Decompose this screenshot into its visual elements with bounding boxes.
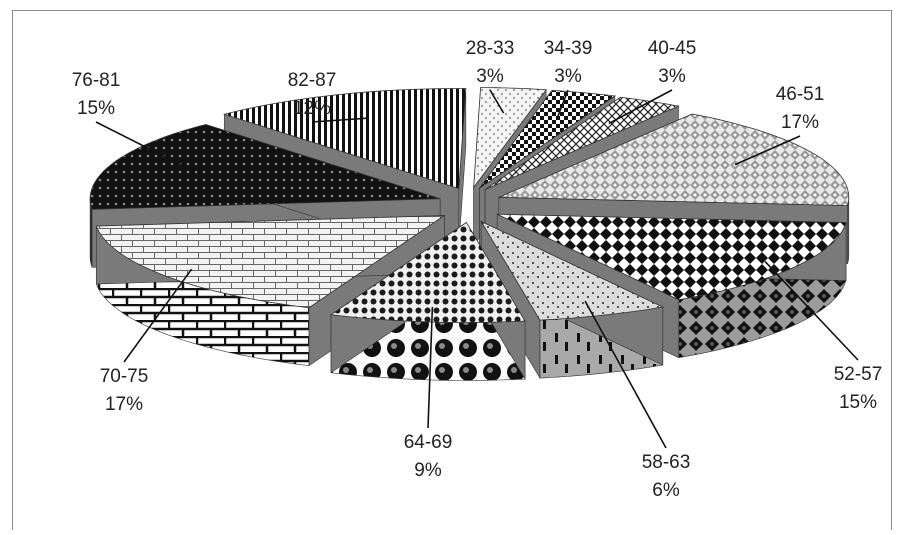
data-label-76-81: 15% xyxy=(77,98,115,119)
category-label-82-87: 82-87 xyxy=(288,70,337,91)
category-label-40-45: 40-45 xyxy=(648,38,697,59)
category-label-46-51: 46-51 xyxy=(776,84,825,105)
leader-line-34-39 xyxy=(557,89,569,117)
category-label-52-57: 52-57 xyxy=(834,364,883,385)
chart-frame xyxy=(12,10,892,530)
leader-line-40-45 xyxy=(608,89,673,125)
category-label-58-63: 58-63 xyxy=(642,452,691,473)
category-label-76-81: 76-81 xyxy=(72,70,121,91)
leader-line-64-69 xyxy=(427,306,434,429)
data-label-64-69: 9% xyxy=(414,460,442,481)
leader-line-58-63 xyxy=(584,300,667,449)
leader-line-28-33 xyxy=(489,89,505,114)
leader-line-70-75 xyxy=(123,268,193,363)
leader-line-76-81 xyxy=(95,121,196,173)
pie-slice-64-69 xyxy=(329,221,526,381)
leader-line-52-57 xyxy=(764,261,859,361)
pie-slice-top-76-81 xyxy=(89,124,441,210)
category-label-34-39: 34-39 xyxy=(544,38,593,59)
data-label-46-51: 17% xyxy=(781,112,819,133)
pie-slice-top-58-63 xyxy=(480,220,665,321)
category-label-28-33: 28-33 xyxy=(466,38,515,59)
pie-slice-top-46-51 xyxy=(498,113,850,207)
data-label-52-57: 15% xyxy=(839,392,877,413)
data-label-58-63: 6% xyxy=(652,480,680,501)
pie-slice-top-64-69 xyxy=(329,221,526,323)
data-label-28-33: 3% xyxy=(476,66,504,87)
category-label-64-69: 64-69 xyxy=(404,432,453,453)
pie-slice-top-28-33 xyxy=(473,87,547,189)
pie-slice-top-82-87 xyxy=(222,88,467,190)
pie-slice-top-52-57 xyxy=(497,213,847,301)
leader-line-46-51 xyxy=(734,135,801,166)
leader-line-82-87 xyxy=(311,117,368,123)
data-label-82-87: 12% xyxy=(293,98,331,119)
data-label-40-45: 3% xyxy=(658,66,686,87)
data-label-70-75: 17% xyxy=(105,394,143,415)
pie-slice-top-34-39 xyxy=(479,89,617,189)
category-label-70-75: 70-75 xyxy=(100,366,149,387)
pie-slice-top-70-75 xyxy=(95,215,446,309)
data-label-34-39: 3% xyxy=(554,66,582,87)
